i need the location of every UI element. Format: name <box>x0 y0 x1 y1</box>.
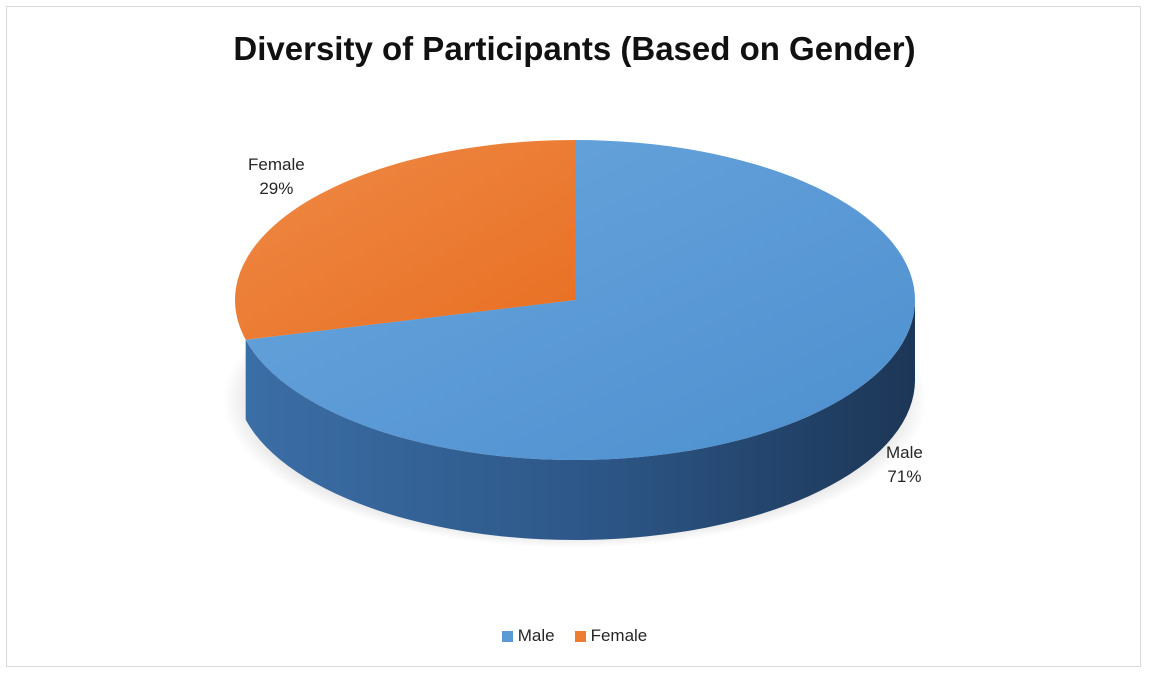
legend-label-male: Male <box>517 626 555 645</box>
slice-female <box>234 140 575 340</box>
data-label-male-name: Male <box>886 443 923 462</box>
data-label-male: Male 71% <box>886 441 923 489</box>
legend-label-female: Female <box>590 626 648 645</box>
slice-male-side <box>245 300 915 541</box>
data-label-female: Female 29% <box>248 153 305 201</box>
legend-swatch-female <box>574 630 586 642</box>
data-label-female-value: 29% <box>259 179 294 198</box>
legend-swatch-male <box>501 630 513 642</box>
slice-male <box>245 140 915 460</box>
chart-title: Diversity of Participants (Based on Gend… <box>233 30 916 67</box>
legend-item-female: Female <box>574 626 648 646</box>
legend-item-male: Male <box>501 626 555 646</box>
data-label-male-value: 71% <box>887 467 922 486</box>
legend: Male Female <box>0 626 1149 646</box>
data-label-female-name: Female <box>248 155 305 174</box>
